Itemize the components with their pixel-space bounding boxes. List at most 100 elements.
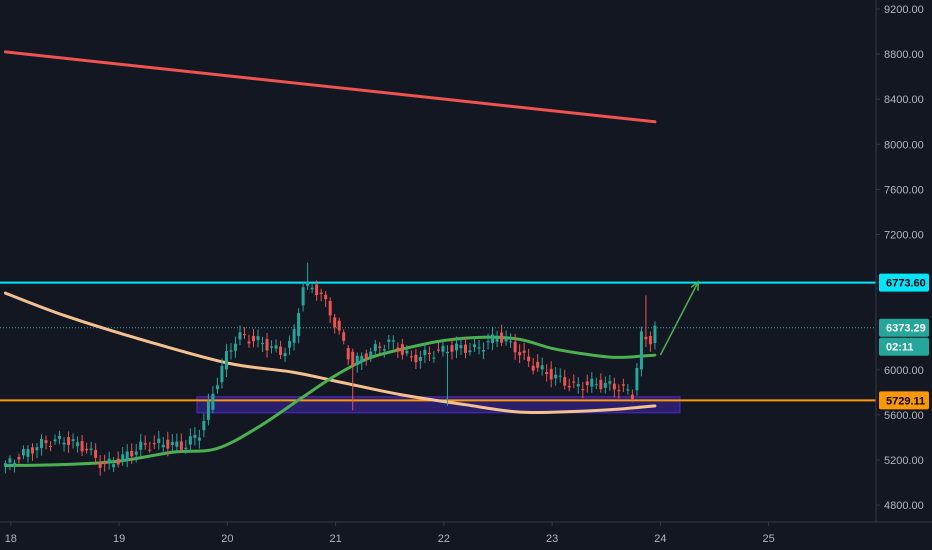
candle-body [536,361,540,368]
candle-body [337,320,341,331]
candle-body [540,365,544,370]
candle-body [572,381,576,383]
price-tick-label: 7600.00 [884,184,924,196]
candle-body [21,449,25,456]
candle-body [603,382,607,388]
candle-body [549,368,553,380]
candle-body [405,350,409,354]
candle-body [247,341,251,344]
candle-body [220,365,224,383]
time-tick-label: 21 [329,533,341,545]
candle-body [653,325,657,344]
candle-body [283,353,287,357]
time-axis-panel[interactable] [0,522,932,550]
candle-body [590,378,594,387]
candle-body [545,372,549,375]
candle-body [427,352,431,355]
candle-body [585,381,589,386]
candle-body [373,344,377,352]
candle-body [558,375,562,377]
candle-body [319,292,323,295]
candle-body [251,335,255,342]
candle-body [522,350,526,353]
price-tick-label: 6000.00 [884,365,924,377]
candle-body [364,353,368,360]
candle-body [423,349,427,356]
candle-body [432,357,436,359]
candle-body [49,445,53,447]
candle-body [288,340,292,348]
time-tick-label: 22 [438,533,450,545]
candle-body [98,461,102,468]
candle-body [211,393,215,410]
candle-body [378,346,382,348]
candle-body [382,349,386,351]
candle-body [391,340,395,342]
time-tick-label: 18 [5,533,17,545]
candle-body [301,287,305,306]
projection-arrow-head [690,280,700,291]
candle-body [486,341,490,343]
candle-body [8,458,12,463]
candle-body [143,443,147,445]
candle-body [648,336,652,345]
candle-body [30,447,34,454]
candle-body [297,313,301,337]
candle-body [396,347,400,352]
candle-body [563,377,567,386]
candle-body [130,450,134,457]
candle-body [409,356,413,358]
candle-body [477,347,481,349]
candle-body [116,458,120,465]
candle-body [85,448,89,451]
last-price-tag: 6373.29 [886,323,926,335]
level-price-tag: 6773.60 [886,278,926,290]
candle-body [12,462,16,467]
candle-body [445,351,449,354]
level-price-tag-bg [879,273,929,292]
candle-body [612,383,616,390]
candle-body [504,338,508,342]
candle-body [161,444,165,448]
price-tick-label: 8800.00 [884,49,924,61]
candle-body [441,345,445,352]
candle-body [89,448,93,450]
candle-body [112,464,116,468]
candle-body [229,350,233,352]
candle-body [594,384,598,386]
candle-body [193,434,197,438]
candle-body [17,457,21,460]
candle-body [635,367,639,391]
candle-body [35,447,39,451]
candle-body [315,284,319,296]
candle-body [626,389,630,391]
candle-body [279,346,283,355]
candle-body [261,343,265,345]
candle-body [292,329,296,343]
time-tick-label: 20 [221,533,233,545]
candle-body [152,443,156,445]
candle-body [491,334,495,344]
projection-arrow [659,281,699,356]
candle-body [355,355,359,365]
candle-body [351,351,355,367]
price-tick-label: 9200.00 [884,4,924,16]
candle-body [121,454,125,461]
price-tick-label: 4800.00 [884,500,924,512]
bar-countdown-tag-bg [879,337,929,356]
candle-body [148,449,152,451]
price-tick-label: 5600.00 [884,410,924,422]
slow-moving-average [3,291,657,415]
candle-body [639,331,643,370]
candle-body [175,441,179,447]
candle-body [346,347,350,360]
candle-body [500,332,504,343]
time-tick-label: 23 [546,533,558,545]
candle-body [513,341,517,353]
candle-body [518,352,522,356]
candle-body [3,463,7,466]
candle-body [270,346,274,348]
